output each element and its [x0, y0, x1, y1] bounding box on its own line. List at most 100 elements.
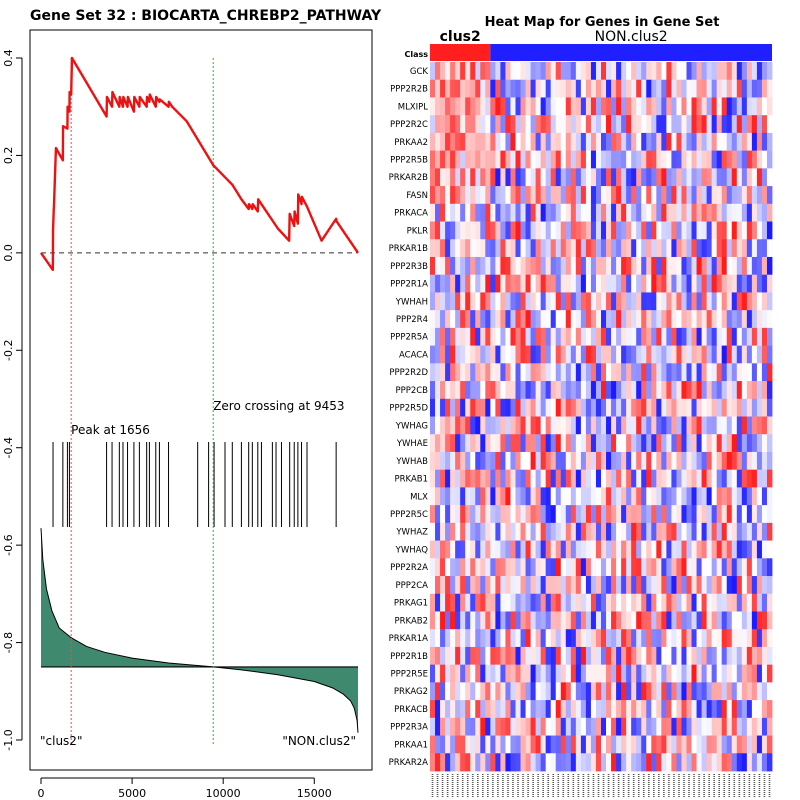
- heat-cell: [651, 398, 657, 417]
- heat-cell: [480, 700, 486, 719]
- heat-cell: [621, 292, 627, 311]
- heat-cell: [696, 593, 702, 612]
- heat-cell: [671, 664, 677, 683]
- heat-cell: [470, 79, 476, 98]
- heat-cell: [636, 664, 642, 683]
- heat-cell: [490, 540, 496, 559]
- heat-cell: [696, 345, 702, 364]
- heat-cell: [641, 753, 647, 772]
- heat-cell: [580, 753, 587, 772]
- heat-cell: [520, 79, 526, 98]
- heat-cell: [470, 186, 476, 205]
- heat-cell: [540, 522, 547, 541]
- heat-cell: [696, 717, 702, 736]
- heat-cell: [726, 451, 733, 471]
- heat-cell: [751, 150, 758, 169]
- heat-cell: [530, 239, 537, 258]
- heat-cell: [470, 717, 476, 736]
- heat-cell: [585, 664, 592, 683]
- heat-cell: [485, 682, 491, 701]
- heat-cell: [560, 451, 567, 471]
- heat-cell: [540, 700, 547, 719]
- heat-cell: [480, 593, 486, 612]
- heat-cell: [701, 150, 708, 169]
- heat-cell: [651, 274, 657, 293]
- heat-cell: [636, 487, 642, 506]
- heat-cell: [741, 540, 748, 559]
- heat-cell: [535, 150, 542, 169]
- heat-cell: [515, 593, 521, 612]
- heat-cell: [766, 700, 773, 719]
- heat-cell: [616, 451, 622, 471]
- heat-cell: [666, 186, 672, 205]
- heat-cell: [616, 239, 622, 258]
- heat-cell: [570, 469, 577, 488]
- heat-cell: [641, 221, 647, 240]
- heat-cell: [490, 310, 496, 329]
- heat-cell: [626, 416, 632, 435]
- heat-cell: [611, 487, 617, 506]
- heat-cell: [450, 168, 456, 187]
- heat-cell: [510, 239, 516, 258]
- heat-cell: [656, 239, 662, 258]
- heat-cell: [550, 203, 557, 222]
- heat-cell: [520, 327, 526, 346]
- heat-cell: [651, 505, 657, 524]
- heat-cell: [711, 239, 718, 258]
- heat-cell: [490, 505, 496, 524]
- heat-cell: [540, 487, 547, 506]
- heat-cell: [570, 132, 577, 152]
- heat-cell: [505, 451, 511, 471]
- heat-cell: [460, 522, 466, 541]
- heat-cell: [435, 487, 441, 506]
- heat-cell: [535, 97, 542, 116]
- heat-cell: [510, 629, 516, 648]
- heat-cell: [656, 611, 662, 630]
- heat-cell: [761, 79, 768, 98]
- gene-label: YWHAQ: [395, 545, 429, 555]
- heat-cell: [681, 292, 687, 311]
- heat-cell: [731, 434, 738, 453]
- heat-cell: [606, 363, 612, 382]
- heat-cell: [666, 753, 672, 772]
- heat-cell: [706, 611, 713, 630]
- heat-cell: [525, 664, 531, 683]
- heat-cell: [460, 416, 466, 435]
- heat-cell: [761, 735, 768, 754]
- heat-cell: [616, 700, 622, 719]
- heat-cell: [691, 345, 697, 364]
- heat-cell: [741, 664, 748, 683]
- heat-cell: [631, 132, 637, 152]
- heat-cell: [656, 522, 662, 541]
- heat-cell: [616, 540, 622, 559]
- heat-cell: [676, 363, 682, 382]
- heat-cell: [666, 469, 672, 488]
- heat-cell: [535, 363, 542, 382]
- heat-cell: [611, 62, 617, 81]
- heat-cell: [550, 451, 557, 471]
- heat-cell: [666, 256, 672, 276]
- heat-cell: [641, 398, 647, 417]
- heat-cell: [641, 487, 647, 506]
- heat-cell: [696, 522, 702, 541]
- heat-cell: [766, 239, 773, 258]
- heat-cell: [701, 168, 708, 187]
- heat-cell: [560, 79, 567, 98]
- heat-cell: [706, 310, 713, 329]
- heat-cell: [545, 611, 552, 630]
- heat-cell: [701, 576, 708, 595]
- heat-cell: [676, 132, 682, 152]
- heat-cell: [626, 522, 632, 541]
- heat-cell: [651, 256, 657, 276]
- heat-cell: [495, 274, 501, 293]
- heat-cell: [445, 664, 451, 683]
- heat-cell: [651, 434, 657, 453]
- heat-cell: [585, 221, 592, 240]
- heat-cell: [706, 540, 713, 559]
- heat-cell: [636, 505, 642, 524]
- x-tick-label: 15000: [297, 787, 332, 800]
- heat-cell: [435, 505, 441, 524]
- heat-cell: [766, 540, 773, 559]
- heat-cell: [631, 717, 637, 736]
- heat-cell: [510, 682, 516, 701]
